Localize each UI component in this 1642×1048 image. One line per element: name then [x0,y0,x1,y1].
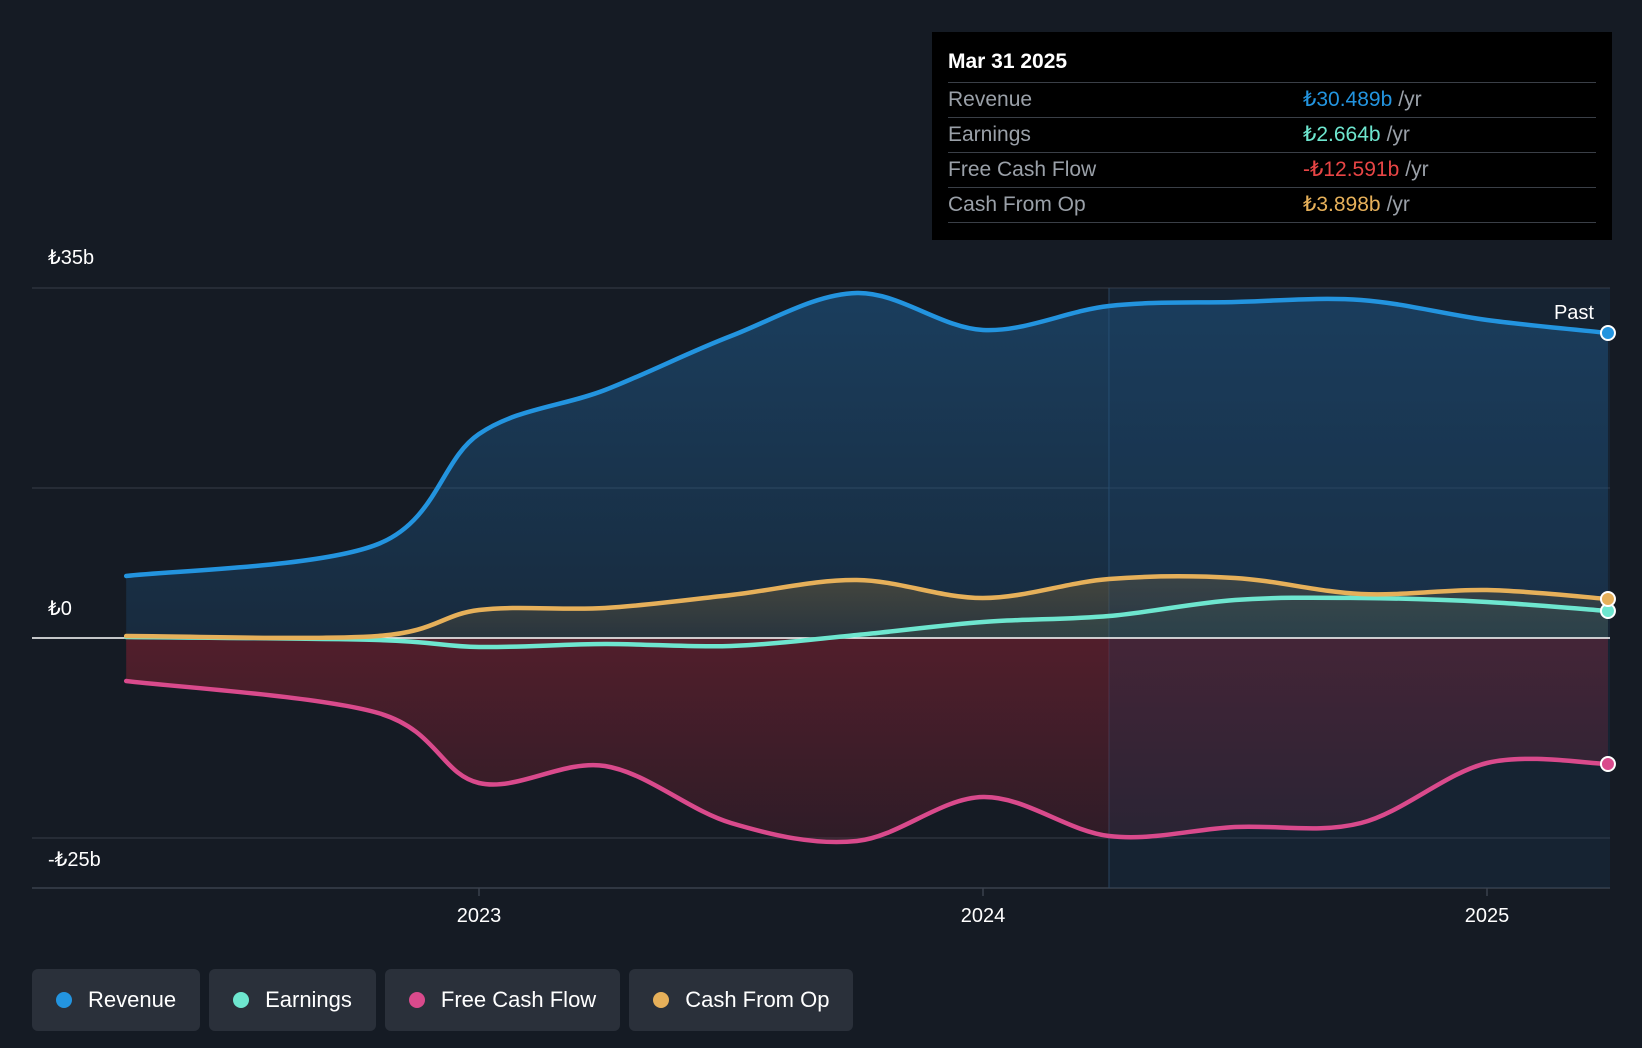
legend-label: Free Cash Flow [440,987,597,1012]
tooltip-row-value: ₺30.489b [1303,88,1393,111]
tooltip-row-unit: /yr [1386,193,1410,216]
legend-item-revenue[interactable]: Revenue [32,969,201,1031]
series-area [126,292,1608,638]
tooltip-row-label: Free Cash Flow [948,158,1097,181]
tooltip-row-cash-from-op: Cash From Op ₺3.898b/yr [948,188,1596,223]
series-area [126,638,1608,843]
legend-label: Earnings [265,987,352,1012]
tooltip-row-unit: /yr [1398,88,1422,111]
series-end-point [1599,591,1616,607]
label-layer: ₺35b ₺0 -₺25b 2023 2024 2025 [48,247,1509,927]
legend-label: Revenue [88,987,177,1012]
tooltip-row-label: Earnings [948,123,1031,146]
forecast-region-shade [1109,288,1610,888]
tooltip-row-unit: /yr [1405,158,1429,181]
series-area [126,576,1608,638]
tooltip-row-value: ₺2.664b [1303,123,1381,146]
y-tick-label: ₺35b [48,247,94,269]
tooltip-row-value: -₺12.591b [1303,158,1400,181]
legend-item-earnings[interactable]: Earnings [209,969,376,1031]
y-tick-label: -₺25b [48,849,101,871]
tooltip-row-label: Cash From Op [948,193,1086,216]
series-end-point [1599,756,1616,772]
legend-dot-icon [56,992,72,1008]
tooltip-row-unit: /yr [1386,123,1410,146]
legend-dot-icon [653,992,670,1008]
legend-item-cash-from-op[interactable]: Cash From Op [629,969,854,1031]
series-line [123,290,1611,579]
financials-chart: ₺35b ₺0 -₺25b 2023 2024 2025 Past [32,247,1616,927]
tooltip-row-revenue: Revenue ₺30.489b/yr [948,83,1596,118]
series-end-point [1599,325,1616,341]
tooltip-date: Mar 31 2025 [948,46,1596,83]
tooltip-row-earnings: Earnings ₺2.664b/yr [948,118,1596,153]
line-layer [32,290,1616,845]
x-tick-label: 2023 [457,905,502,927]
legend-item-free-cash-flow[interactable]: Free Cash Flow [384,969,621,1031]
x-tick-label: 2024 [961,905,1006,927]
legend: Revenue Earnings Free Cash Flow Cash Fro… [32,969,854,1031]
past-label: Past [1554,302,1594,324]
tooltip-row-value: ₺3.898b [1303,193,1381,216]
area-layer [126,292,1608,843]
tooltip-row-label: Revenue [948,88,1033,111]
tooltip-row-free-cash-flow: Free Cash Flow -₺12.591b/yr [948,153,1596,188]
series-line [123,574,1611,641]
legend-label: Cash From Op [685,987,830,1012]
y-tick-label: ₺0 [48,598,72,620]
legend-dot-icon [233,992,250,1008]
legend-dot-icon [408,992,425,1008]
series-line [123,595,1611,650]
x-tick-label: 2025 [1465,905,1510,927]
tooltip-panel: Mar 31 2025 Revenue ₺30.489b/yr Earnings… [932,32,1612,240]
series-line [123,678,1611,845]
